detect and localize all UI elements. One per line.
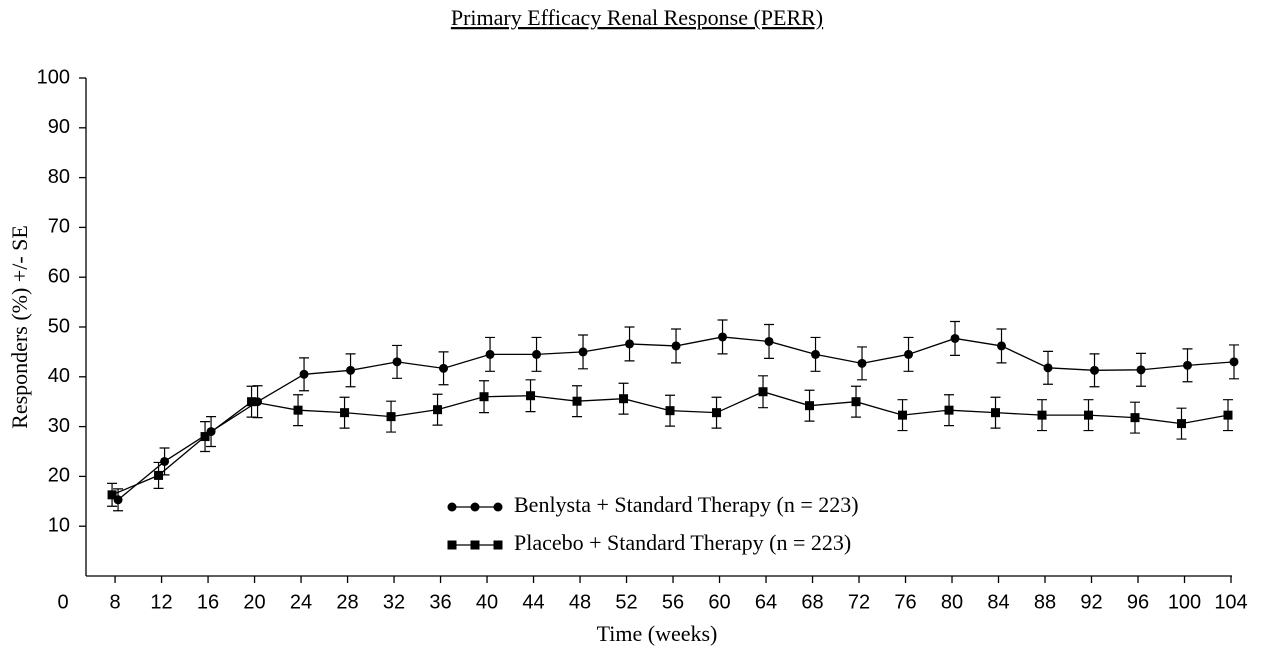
marker <box>346 365 356 375</box>
x-tick-label: 40 <box>476 591 498 613</box>
marker <box>247 397 257 407</box>
x-tick-label: 76 <box>894 591 916 613</box>
y-tick-label: 90 <box>48 116 70 138</box>
marker <box>1223 410 1233 420</box>
marker <box>1037 410 1047 420</box>
marker <box>1183 360 1193 370</box>
marker <box>485 349 495 359</box>
marker <box>392 357 402 367</box>
marker <box>447 540 457 550</box>
x-tick-label: 100 <box>1168 591 1201 613</box>
marker <box>665 406 675 416</box>
y-tick-label: 70 <box>48 216 70 238</box>
marker <box>470 502 480 512</box>
marker <box>107 490 117 500</box>
y-axis-label: Responders (%) +/- SE <box>7 225 32 429</box>
x-tick-label: 52 <box>615 591 637 613</box>
x-tick-label: 20 <box>243 591 265 613</box>
x-tick-label: 28 <box>336 591 358 613</box>
marker <box>805 401 815 411</box>
marker <box>1177 419 1187 429</box>
x-tick-label: 48 <box>569 591 591 613</box>
marker <box>997 341 1007 351</box>
marker <box>470 540 480 550</box>
x-tick-label: 36 <box>429 591 451 613</box>
marker <box>671 341 681 351</box>
x-tick-label: 44 <box>522 591 544 613</box>
x-tick-label: 60 <box>708 591 730 613</box>
y-tick-label: 100 <box>37 66 70 88</box>
marker <box>904 349 914 359</box>
marker <box>851 397 861 407</box>
marker <box>154 470 164 480</box>
marker <box>1136 365 1146 375</box>
y-tick-label: 10 <box>48 514 70 536</box>
marker <box>433 405 443 415</box>
y-tick-label: 60 <box>48 265 70 287</box>
marker <box>578 347 588 357</box>
marker <box>526 391 536 401</box>
marker <box>1043 363 1053 373</box>
x-tick-label: 92 <box>1080 591 1102 613</box>
x-tick-label: 68 <box>801 591 823 613</box>
marker <box>944 405 954 415</box>
marker <box>898 410 908 420</box>
x-tick-label: 12 <box>150 591 172 613</box>
legend-label: Benlysta + Standard Therapy (n = 223) <box>514 492 859 517</box>
y-tick-label: 50 <box>48 315 70 337</box>
marker <box>1090 365 1100 375</box>
marker <box>1130 413 1140 423</box>
marker <box>493 502 503 512</box>
marker <box>764 336 774 346</box>
marker <box>299 369 309 379</box>
y-tick-label: 30 <box>48 415 70 437</box>
x-tick-label: 104 <box>1214 591 1247 613</box>
marker <box>493 540 503 550</box>
y-tick-label: 20 <box>48 465 70 487</box>
x-tick-label: 80 <box>941 591 963 613</box>
marker <box>1229 357 1239 367</box>
marker <box>447 502 457 512</box>
legend-label: Placebo + Standard Therapy (n = 223) <box>514 530 851 555</box>
marker <box>950 333 960 343</box>
marker <box>991 408 1001 418</box>
marker <box>718 332 728 342</box>
marker <box>293 405 303 415</box>
marker <box>386 412 396 422</box>
x-axis-label: Time (weeks) <box>597 621 718 646</box>
marker <box>532 349 542 359</box>
x-tick-label: 56 <box>662 591 684 613</box>
marker <box>439 363 449 373</box>
x-tick-label: 88 <box>1034 591 1056 613</box>
marker <box>340 408 350 418</box>
marker <box>160 456 170 466</box>
x-tick-label: 32 <box>383 591 405 613</box>
y-tick-label: 80 <box>48 166 70 188</box>
x-tick-label: 8 <box>109 591 120 613</box>
x-tick-label: 16 <box>197 591 219 613</box>
x-tick-label: 24 <box>290 591 312 613</box>
origin-label: 0 <box>57 591 68 613</box>
chart-title: Primary Efficacy Renal Response (PERR) <box>451 5 823 30</box>
marker <box>619 394 629 404</box>
x-tick-label: 64 <box>755 591 777 613</box>
marker <box>200 432 210 442</box>
y-tick-label: 40 <box>48 365 70 387</box>
marker <box>1084 410 1094 420</box>
x-tick-label: 84 <box>987 591 1009 613</box>
x-tick-label: 96 <box>1127 591 1149 613</box>
marker <box>712 408 722 418</box>
marker <box>811 349 821 359</box>
marker <box>625 339 635 349</box>
marker <box>572 396 582 406</box>
marker <box>758 387 768 397</box>
marker <box>857 358 867 368</box>
x-tick-label: 72 <box>848 591 870 613</box>
marker <box>479 392 489 402</box>
